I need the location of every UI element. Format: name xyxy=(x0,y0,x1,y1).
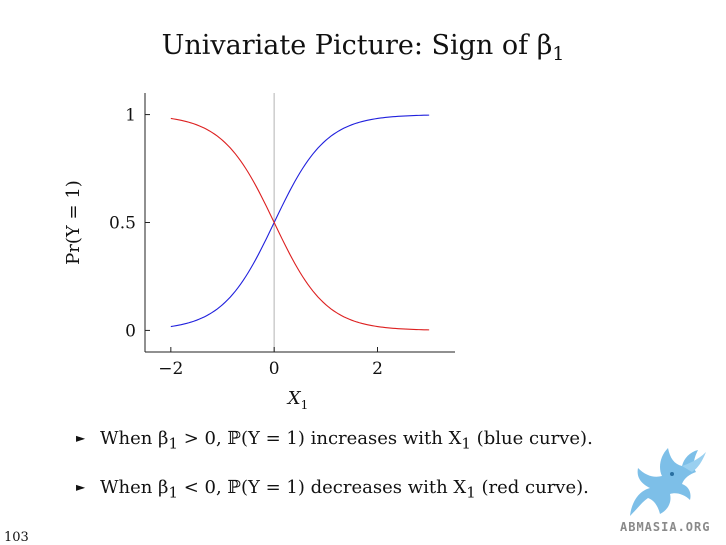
y-tick-label: 1 xyxy=(125,106,136,126)
bullet-x-sub: 1 xyxy=(461,435,471,453)
triangle-bullet-icon: ► xyxy=(76,431,100,445)
bullet-text-pre: When β xyxy=(100,477,168,498)
y-axis-label: Pr(Y = 1) xyxy=(63,180,84,265)
x-axis-label-subscript: 1 xyxy=(301,398,309,412)
bullet-item-decrease: ► When β1 < 0, ℙ(Y = 1) decreases with X1… xyxy=(76,477,589,502)
x-tick-label: 0 xyxy=(269,359,280,379)
bullet-item-increase: ► When β1 > 0, ℙ(Y = 1) increases with X1… xyxy=(76,428,593,453)
bullet-condition: < 0, ℙ(Y = 1) xyxy=(178,477,311,498)
x-axis-label: X1 xyxy=(286,388,308,412)
bullet-x-sub: 1 xyxy=(466,484,476,502)
bullet-text-mid: with X xyxy=(397,428,461,449)
series-line-1 xyxy=(171,118,429,329)
x-tick-label: −2 xyxy=(158,359,183,379)
y-tick-label: 0.5 xyxy=(109,214,136,234)
series-line-0 xyxy=(171,115,429,326)
bullet-text-tail: (blue curve). xyxy=(471,428,593,449)
triangle-bullet-icon: ► xyxy=(76,480,100,494)
page-number: 103 xyxy=(4,530,29,545)
bullet-verb: increases xyxy=(311,428,398,449)
bullet-text-mid: with X xyxy=(402,477,466,498)
logo-wordmark: ABMASIA.ORG xyxy=(620,520,710,534)
bullet-beta-sub: 1 xyxy=(168,435,178,453)
bullet-verb: decreases xyxy=(311,477,402,498)
x-tick-label: 2 xyxy=(372,359,383,379)
bullet-text-tail: (red curve). xyxy=(476,477,589,498)
bullet-beta-sub: 1 xyxy=(168,484,178,502)
griffin-logo-icon xyxy=(612,438,712,520)
bullet-text-pre: When β xyxy=(100,428,168,449)
chart: 0 0.5 1 −2 0 2 X1 Pr(Y = 1) xyxy=(0,0,726,420)
y-tick-label: 0 xyxy=(125,321,136,341)
bullet-condition: > 0, ℙ(Y = 1) xyxy=(178,428,311,449)
